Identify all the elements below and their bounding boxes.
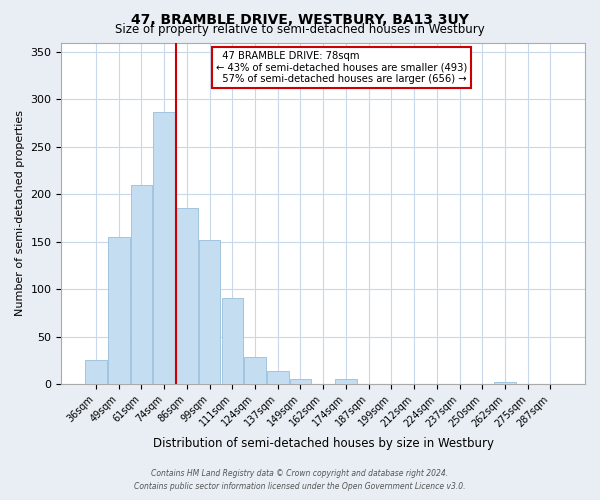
Bar (154, 112, 175, 384)
Bar (85, 360, 107, 384)
Text: 47 BRAMBLE DRIVE: 78sqm
← 43% of semi-detached houses are smaller (493)
  57% of: 47 BRAMBLE DRIVE: 78sqm ← 43% of semi-de… (216, 51, 467, 84)
Bar (244, 358, 266, 384)
Bar (199, 240, 220, 384)
X-axis label: Distribution of semi-detached houses by size in Westbury: Distribution of semi-detached houses by … (153, 437, 494, 450)
Bar (108, 237, 130, 384)
Text: Size of property relative to semi-detached houses in Westbury: Size of property relative to semi-detach… (115, 22, 485, 36)
Bar (494, 382, 516, 384)
Y-axis label: Number of semi-detached properties: Number of semi-detached properties (15, 110, 25, 316)
Bar (131, 185, 152, 384)
Bar (176, 208, 197, 384)
Bar (267, 370, 289, 384)
Bar (221, 298, 243, 384)
Text: 47, BRAMBLE DRIVE, WESTBURY, BA13 3UY: 47, BRAMBLE DRIVE, WESTBURY, BA13 3UY (131, 12, 469, 26)
Bar (335, 379, 357, 384)
Bar (290, 379, 311, 384)
Text: Contains HM Land Registry data © Crown copyright and database right 2024.
Contai: Contains HM Land Registry data © Crown c… (134, 470, 466, 491)
